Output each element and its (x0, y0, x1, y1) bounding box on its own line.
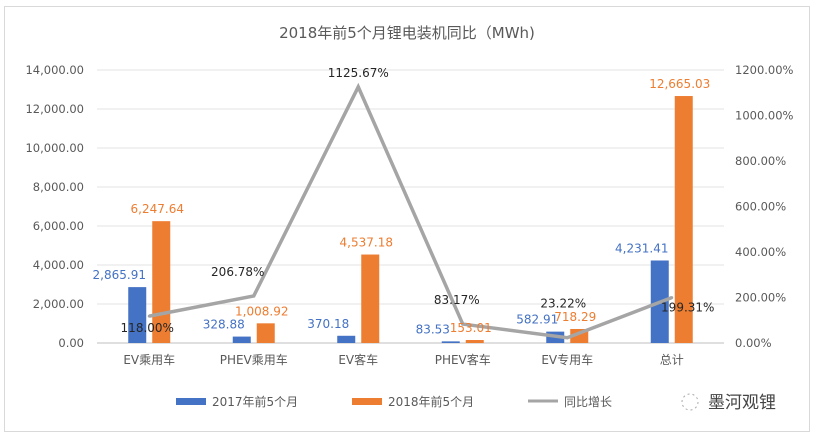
growth-data-label: 23.22% (540, 297, 586, 311)
chart-title: 2018年前5个月锂电装机同比（MWh) (279, 24, 535, 42)
x-tick-label: PHEV乘用车 (220, 352, 288, 367)
x-tick-label: EV专用车 (541, 352, 593, 367)
bar-data-label: 370.18 (307, 317, 349, 331)
legend-swatch (352, 398, 382, 405)
bar-data-label: 328.88 (203, 318, 245, 332)
bar-data-label: 4,231.41 (615, 241, 668, 255)
x-tick-label: EV乘用车 (123, 352, 175, 367)
legend-label: 2018年前5个月 (388, 394, 474, 409)
watermark-icon (681, 393, 699, 411)
bar-2017 (441, 341, 460, 343)
x-tick-label: 总计 (660, 353, 684, 367)
y-right-tick-label: 800.00% (735, 154, 786, 168)
bar-2018 (674, 96, 693, 343)
bar-data-label: 718.29 (554, 310, 596, 324)
bar-2018 (465, 340, 484, 343)
growth-point (252, 294, 256, 298)
bar-data-label: 4,537.18 (340, 236, 393, 250)
growth-data-label: 118.00% (121, 321, 174, 335)
growth-point (356, 85, 360, 89)
watermark-text: 墨河观锂 (708, 393, 776, 413)
y-left-tick-label: 4,000.00 (33, 258, 84, 272)
y-right-tick-label: 1200.00% (735, 63, 794, 77)
bar-2018 (361, 254, 380, 343)
x-tick-label: PHEV客车 (435, 352, 491, 367)
bar-data-label: 582.91 (516, 313, 558, 327)
watermark-logo: 墨河观锂 (681, 393, 776, 413)
y-right-tick-label: 0.00% (735, 336, 772, 350)
growth-line (148, 82, 673, 340)
growth-point (147, 314, 151, 318)
y-left-tick-label: 14,000.00 (25, 63, 84, 77)
growth-data-label: 83.17% (434, 293, 480, 307)
y-left-tick-label: 10,000.00 (25, 141, 84, 155)
growth-point (461, 322, 465, 326)
x-tick-label: EV客车 (338, 352, 378, 367)
bar-data-label: 6,247.64 (131, 202, 184, 216)
y-left-tick-label: 6,000.00 (33, 219, 84, 233)
growth-point (565, 336, 569, 340)
y-left-tick-label: 12,000.00 (25, 102, 84, 116)
bar-data-label: 83.53 (416, 322, 450, 336)
y-right-tick-label: 600.00% (735, 200, 786, 214)
bar-data-label: 12,665.03 (649, 77, 710, 91)
legend-label: 2017年前5个月 (212, 394, 298, 409)
legend-label: 同比增长 (564, 395, 612, 409)
bar-2018 (256, 323, 275, 343)
bar-data-label: 1,008.92 (235, 304, 288, 318)
growth-point (670, 296, 674, 300)
growth-data-label: 1125.67% (328, 66, 389, 80)
y-right-tick-label: 400.00% (735, 245, 786, 259)
bar-data-label: 153.01 (450, 321, 492, 335)
y-right-tick-label: 200.00% (735, 291, 786, 305)
bar-data-label: 2,865.91 (93, 268, 146, 282)
y-right-tick-label: 1000.00% (735, 109, 794, 123)
growth-data-label: 206.78% (211, 265, 264, 279)
bar-2017 (337, 335, 356, 343)
bar-2017 (128, 287, 147, 343)
y-left-tick-label: 2,000.00 (33, 297, 84, 311)
bar-2017 (232, 336, 251, 343)
y-left-tick-label: 0.00 (58, 336, 84, 350)
y-left-tick-label: 8,000.00 (33, 180, 84, 194)
legend-swatch (176, 398, 206, 405)
growth-data-label: 199.31% (661, 301, 714, 315)
